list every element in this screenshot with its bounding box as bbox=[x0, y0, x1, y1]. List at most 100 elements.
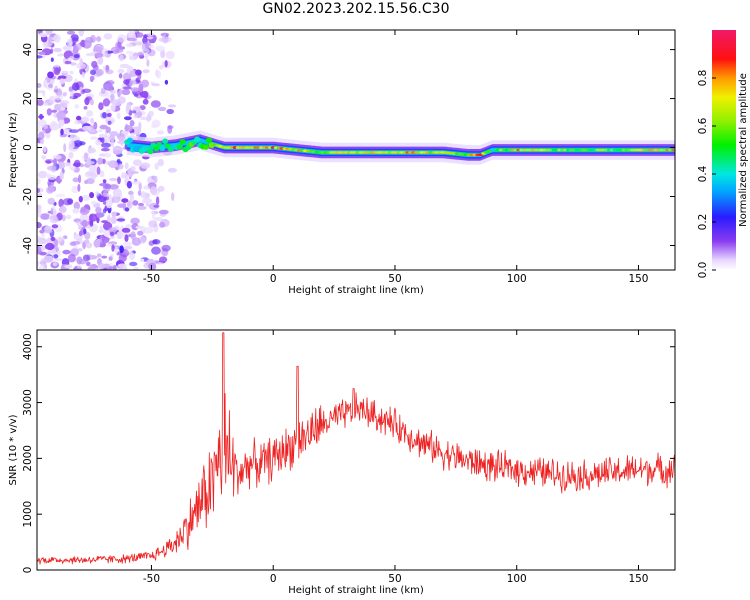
noise-speck bbox=[76, 62, 86, 70]
noise-speck bbox=[156, 70, 162, 79]
noise-speck bbox=[69, 165, 76, 171]
ridge-core bbox=[194, 136, 201, 143]
noise-speck bbox=[73, 218, 82, 223]
noise-speck bbox=[68, 143, 73, 148]
noise-speck bbox=[125, 43, 133, 48]
noise-speck bbox=[154, 162, 159, 170]
noise-speck bbox=[90, 69, 96, 76]
noise-speck bbox=[53, 67, 61, 76]
noise-speck bbox=[166, 108, 174, 115]
noise-speck bbox=[110, 104, 116, 112]
noise-speck bbox=[165, 50, 175, 60]
noise-speck bbox=[112, 188, 123, 197]
noise-speck bbox=[51, 109, 58, 113]
noise-speck bbox=[77, 183, 81, 192]
noise-speck bbox=[171, 192, 175, 202]
noise-speck bbox=[70, 90, 74, 99]
noise-speck bbox=[133, 93, 139, 97]
noise-speck bbox=[101, 148, 110, 152]
noise-speck bbox=[68, 253, 76, 263]
noise-speck bbox=[37, 170, 48, 179]
noise-speck bbox=[81, 71, 86, 78]
noise-speck bbox=[51, 164, 57, 173]
spectrogram-xtick-label: -50 bbox=[143, 273, 160, 285]
noise-speck bbox=[111, 211, 117, 217]
noise-speck bbox=[107, 120, 112, 125]
noise-speck bbox=[79, 213, 89, 223]
noise-speck bbox=[38, 131, 45, 140]
noise-speck bbox=[128, 30, 136, 36]
spectrogram-xtick-label: 100 bbox=[507, 273, 527, 285]
snr-xtick-label: 0 bbox=[270, 573, 277, 585]
noise-speck bbox=[64, 264, 72, 269]
noise-speck bbox=[47, 197, 56, 205]
noise-speck bbox=[143, 227, 154, 234]
noise-speck bbox=[80, 206, 87, 213]
noise-speck bbox=[52, 205, 56, 210]
noise-speck bbox=[161, 34, 169, 44]
noise-speck bbox=[84, 239, 90, 244]
noise-speck bbox=[78, 230, 83, 237]
ridge-outer bbox=[127, 134, 675, 161]
noise-speck bbox=[41, 155, 47, 160]
noise-speck bbox=[90, 117, 94, 124]
noise-speck bbox=[93, 171, 97, 180]
noise-speck bbox=[151, 211, 155, 220]
noise-speck bbox=[160, 49, 166, 59]
noise-speck bbox=[144, 52, 149, 60]
noise-speck bbox=[128, 190, 134, 196]
noise-speck bbox=[114, 246, 119, 255]
noise-speck bbox=[129, 171, 139, 174]
noise-speck bbox=[157, 106, 167, 112]
noise-speck bbox=[117, 42, 122, 48]
noise-speck bbox=[105, 126, 111, 133]
noise-speck bbox=[102, 208, 107, 214]
snr-ytick-label: 2000 bbox=[22, 445, 34, 472]
noise-speck bbox=[37, 177, 41, 185]
noise-speck bbox=[37, 221, 42, 229]
spectrogram-ytick-label: -40 bbox=[22, 237, 34, 254]
noise-speck bbox=[143, 185, 150, 190]
noise-speck bbox=[117, 176, 121, 185]
noise-speck bbox=[81, 116, 90, 123]
noise-speck bbox=[95, 68, 104, 76]
spectrogram-xtick-label: 150 bbox=[628, 273, 648, 285]
ridge-core bbox=[205, 137, 212, 144]
noise-speck bbox=[43, 229, 53, 234]
noise-speck bbox=[118, 254, 127, 263]
noise-speck bbox=[138, 182, 142, 191]
noise-speck bbox=[79, 141, 86, 146]
noise-speck bbox=[158, 65, 164, 70]
noise-speck bbox=[78, 174, 82, 184]
snr-ytick-label: 4000 bbox=[22, 333, 34, 360]
noise-speck bbox=[40, 258, 45, 266]
noise-speck bbox=[96, 166, 101, 175]
noise-speck bbox=[116, 218, 126, 222]
noise-speck bbox=[141, 190, 146, 199]
noise-speck bbox=[141, 48, 150, 54]
noise-speck bbox=[153, 175, 158, 184]
noise-speck bbox=[103, 33, 113, 40]
noise-speck bbox=[69, 55, 74, 60]
noise-speck bbox=[147, 49, 156, 57]
noise-speck bbox=[112, 264, 117, 270]
noise-speck bbox=[112, 145, 123, 155]
noise-speck bbox=[130, 217, 140, 225]
noise-speck bbox=[70, 62, 77, 66]
noise-speck bbox=[129, 120, 135, 127]
noise-speck bbox=[149, 186, 158, 195]
noise-speck bbox=[138, 83, 144, 93]
noise-speck bbox=[138, 202, 144, 207]
noise-speck bbox=[167, 104, 177, 108]
noise-speck bbox=[99, 170, 105, 178]
noise-speck bbox=[50, 120, 58, 129]
frequency-ridge bbox=[124, 130, 675, 165]
noise-speck bbox=[136, 32, 144, 38]
noise-speck bbox=[101, 48, 108, 55]
noise-speck bbox=[148, 110, 154, 117]
noise-speck bbox=[48, 95, 56, 104]
noise-speck bbox=[131, 110, 137, 114]
ridge-core bbox=[159, 145, 166, 151]
noise-speck bbox=[164, 79, 169, 85]
noise-speck bbox=[88, 164, 97, 173]
